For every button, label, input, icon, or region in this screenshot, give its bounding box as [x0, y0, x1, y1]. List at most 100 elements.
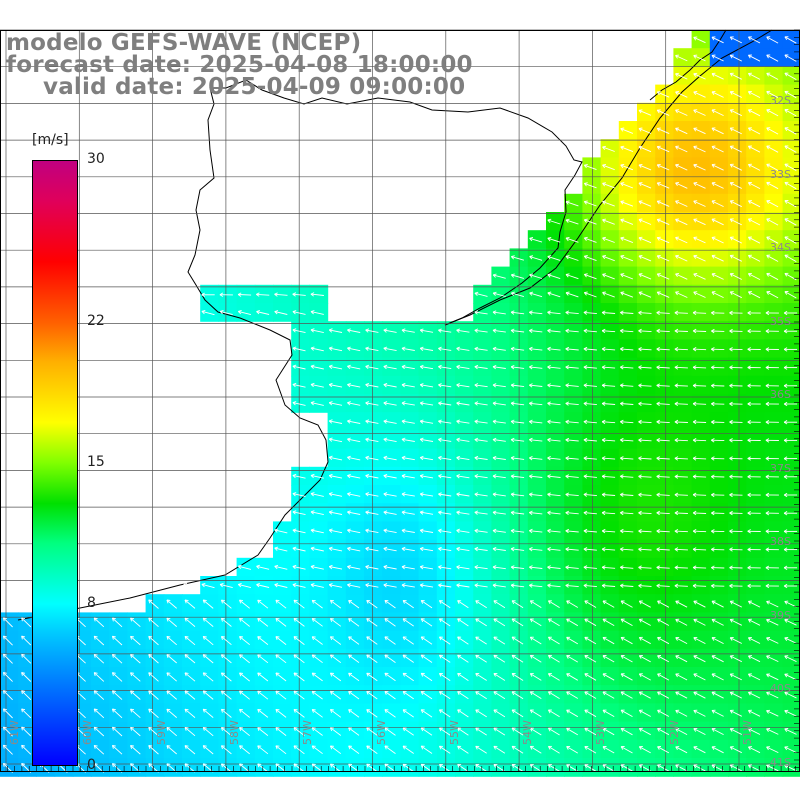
wind-arrow [693, 218, 706, 226]
wind-speed-cell [345, 685, 365, 704]
wind-arrow [475, 654, 487, 663]
wind-speed-cell [291, 485, 310, 504]
wind-speed-cell [655, 721, 674, 741]
wind-arrow [510, 328, 525, 333]
wind-arrow [348, 763, 360, 773]
wind-speed-cell [527, 539, 547, 559]
wind-speed-cell [364, 667, 383, 686]
wind-speed-cell [400, 539, 420, 559]
wind-arrow [638, 727, 651, 736]
wind-speed-cell [345, 539, 365, 559]
wind-speed-cell [436, 703, 456, 723]
wind-speed-cell [345, 430, 365, 450]
wind-arrow [365, 546, 379, 552]
wind-arrow [456, 346, 470, 352]
wind-arrow [438, 474, 452, 479]
wind-arrow [292, 310, 306, 315]
wind-arrow [419, 346, 434, 351]
wind-speed-cell [637, 157, 656, 177]
wind-speed-cell [618, 212, 638, 231]
wind-arrow [474, 583, 488, 588]
wind-speed-cell [673, 357, 693, 377]
wind-arrow [565, 401, 579, 406]
wind-speed-cell [127, 630, 147, 650]
wind-speed-cell [618, 485, 638, 504]
wind-arrow [365, 419, 379, 424]
wind-arrow [257, 727, 269, 736]
wind-speed-cell [582, 412, 602, 431]
wind-speed-cell [764, 466, 784, 486]
wind-speed-cell [655, 175, 674, 195]
wind-speed-cell [455, 394, 474, 413]
wind-speed-cell [618, 703, 638, 723]
wind-arrow [656, 163, 670, 171]
wind-speed-cell [655, 394, 674, 413]
wind-speed-cell [746, 521, 765, 541]
wind-arrow [765, 456, 779, 461]
wind-arrow [583, 255, 597, 262]
wind-arrow [510, 291, 525, 298]
wind-speed-cell [345, 503, 365, 522]
wind-arrow [638, 764, 651, 772]
wind-speed-cell [618, 394, 638, 413]
wind-arrow [202, 690, 214, 700]
wind-speed-cell [291, 612, 310, 632]
wind-speed-cell [236, 685, 256, 704]
wind-speed-cell [637, 102, 656, 122]
wind-arrow [729, 492, 743, 498]
wind-speed-cell [345, 721, 365, 741]
wind-speed-cell [655, 230, 674, 249]
wind-speed-cell [582, 157, 602, 177]
lagoon-outline [649, 29, 727, 101]
wind-arrow [783, 565, 798, 570]
wind-arrow [748, 655, 761, 663]
wind-arrow [693, 72, 706, 80]
wind-arrow [328, 564, 343, 570]
wind-speed-cell [345, 557, 365, 577]
wind-arrow [729, 438, 743, 443]
wind-arrow [383, 546, 397, 552]
wind-arrow [475, 709, 487, 718]
wind-speed-cell [764, 230, 784, 249]
wind-speed-cell [309, 485, 329, 504]
wind-speed-cell [182, 594, 201, 613]
wind-arrow [420, 691, 433, 700]
wind-speed-cell [273, 721, 292, 741]
wind-arrow [184, 599, 196, 609]
wind-arrow [511, 654, 524, 663]
wind-speed-cell [764, 157, 784, 177]
wind-speed-cell [709, 630, 729, 650]
wind-arrow [329, 690, 342, 700]
wind-arrow [93, 690, 105, 700]
wind-speed-cell [345, 630, 365, 650]
wind-arrow [620, 419, 634, 425]
wind-arrow [656, 218, 670, 226]
wind-speed-cell [655, 521, 674, 541]
wind-speed-cell [400, 321, 420, 340]
wind-speed-cell [782, 284, 800, 304]
wind-speed-cell [364, 594, 383, 613]
wind-speed-cell [291, 321, 310, 340]
wind-arrow [638, 109, 652, 116]
wind-arrow [601, 528, 616, 534]
wind-speed-cell [291, 557, 310, 577]
wind-arrow [438, 691, 451, 700]
wind-speed-cell [527, 430, 547, 450]
wind-arrow [620, 474, 634, 479]
wind-speed-cell [709, 703, 729, 723]
wind-speed-cell [109, 739, 128, 759]
wind-speed-cell [364, 685, 383, 704]
wind-speed-cell [673, 375, 693, 395]
wind-speed-cell [491, 303, 511, 322]
wind-arrow [674, 583, 688, 588]
wind-arrow [347, 510, 361, 515]
wind-arrow [456, 492, 470, 497]
wind-speed-cell [764, 594, 784, 613]
wind-speed-cell [673, 212, 693, 231]
wind-speed-cell [782, 667, 800, 686]
wind-arrow [784, 181, 797, 190]
wind-speed-cell [691, 448, 711, 468]
wind-arrow [348, 690, 360, 700]
wind-arrow [675, 291, 688, 298]
wind-arrow [419, 383, 434, 388]
